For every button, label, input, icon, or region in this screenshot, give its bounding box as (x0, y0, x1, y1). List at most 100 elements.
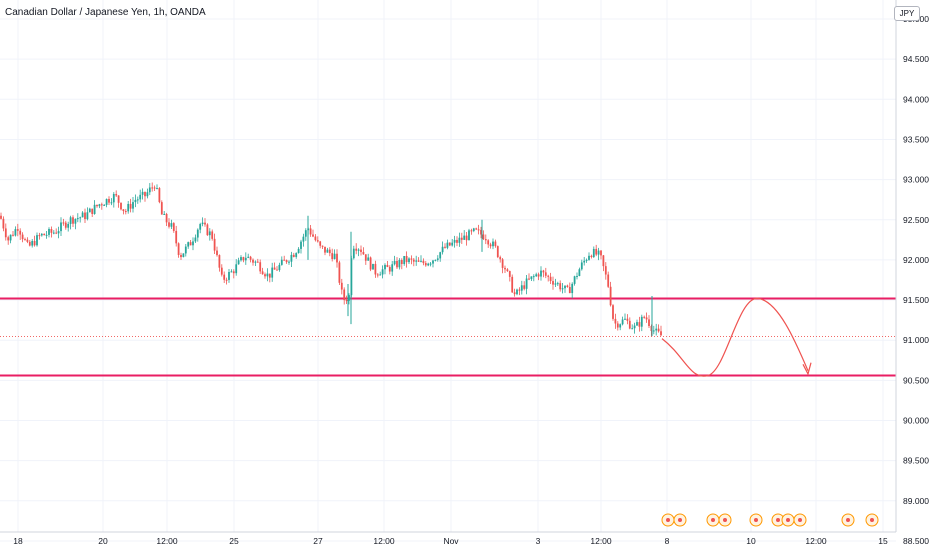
event-marker-dot (711, 518, 715, 522)
candle-body (580, 262, 583, 270)
candle-body (24, 239, 26, 241)
candle-body (556, 283, 559, 285)
candle-body (331, 253, 334, 260)
candle-body (103, 204, 106, 206)
candle-body (156, 188, 158, 190)
time-tick-label: 15 (878, 536, 888, 546)
candle-body (602, 255, 605, 267)
candle-body (52, 232, 55, 234)
candle-body (439, 252, 442, 259)
candle-body (640, 316, 643, 327)
candle-body (626, 318, 629, 321)
candle-body (170, 223, 173, 227)
candle-body (436, 258, 439, 260)
candle-body (232, 271, 235, 274)
candle-body (206, 224, 209, 236)
candle-body (468, 230, 470, 241)
time-axis[interactable]: 18 20 12:00 25 27 12:00 Nov 3 12:00 8 10 12:00 15 (0, 531, 896, 546)
candle-body (393, 260, 396, 265)
candle-body (163, 213, 166, 215)
candle-body (304, 230, 307, 237)
candle-body (520, 285, 523, 291)
candle-body (127, 203, 130, 212)
candle-body (360, 249, 362, 252)
candle-body (549, 276, 552, 282)
price-tick-label: 93.000 (903, 175, 929, 185)
price-tick-label: 94.500 (903, 54, 929, 64)
candle-body (564, 285, 566, 289)
time-tick-label: 10 (746, 536, 756, 546)
candle-body (235, 264, 238, 274)
candle-body (112, 194, 115, 203)
event-marker-dot (776, 518, 780, 522)
event-markers[interactable] (661, 513, 879, 527)
candle-body (168, 222, 170, 227)
projection-curve (661, 297, 809, 377)
candle-body (247, 256, 250, 258)
candle-body (410, 258, 413, 260)
candle-body (208, 231, 211, 236)
candle-body (432, 260, 434, 264)
candle-body (376, 274, 379, 276)
candle-body (636, 322, 638, 326)
candle-body (199, 224, 202, 230)
candle-body (326, 249, 329, 253)
currency-badge[interactable]: JPY (894, 6, 920, 21)
time-tick-label: 12:00 (156, 536, 178, 546)
candle-body (566, 285, 569, 287)
candle-body (48, 229, 50, 235)
candle-body (604, 266, 607, 275)
candle-body (652, 330, 655, 332)
candle-body (295, 253, 298, 257)
candle-body (28, 241, 31, 246)
candle-body (532, 276, 535, 278)
candle-body (336, 253, 338, 263)
candle-body (153, 187, 156, 189)
candle-body (204, 222, 206, 225)
candle-body (487, 240, 490, 245)
event-marker-dot (754, 518, 758, 522)
candle-body (146, 192, 149, 197)
candle-body (465, 235, 468, 241)
projection-path[interactable] (661, 297, 812, 377)
candle-body (472, 228, 475, 231)
candle-body (513, 292, 516, 295)
candle-body (158, 188, 161, 203)
candle-body (2, 218, 5, 229)
candle-body (463, 235, 466, 240)
candle-body (225, 279, 228, 281)
candle-body (192, 241, 194, 246)
candle-body (160, 202, 163, 215)
event-marker-dot (846, 518, 850, 522)
candle-body (345, 300, 348, 302)
candle-body (504, 267, 506, 270)
candle-body (223, 274, 226, 280)
candle-body (266, 273, 269, 277)
candle-body (660, 331, 662, 336)
candle-body (67, 223, 70, 228)
candle-body (196, 229, 199, 238)
candle-body (616, 323, 619, 328)
candle-body (494, 241, 497, 247)
candle-body (578, 269, 581, 276)
candle-body (40, 233, 43, 236)
candle-body (240, 257, 242, 261)
candle-body (276, 269, 278, 271)
candle-body (600, 250, 602, 256)
candle-body (117, 195, 120, 203)
candle-body (458, 237, 461, 243)
candle-body (86, 212, 89, 220)
candle-body (288, 261, 290, 263)
event-marker-dot (723, 518, 727, 522)
candle-body (544, 272, 547, 276)
price-tick-label: 92.000 (903, 255, 929, 265)
candle-body (400, 260, 403, 265)
candle-body (175, 230, 178, 244)
candle-body (554, 283, 557, 285)
candle-body (501, 259, 504, 268)
candle-body (21, 234, 24, 240)
candle-body (189, 242, 192, 246)
price-axis[interactable]: 95.00094.50094.00093.50093.00092.50092.0… (895, 0, 932, 550)
candle-body (132, 202, 134, 209)
